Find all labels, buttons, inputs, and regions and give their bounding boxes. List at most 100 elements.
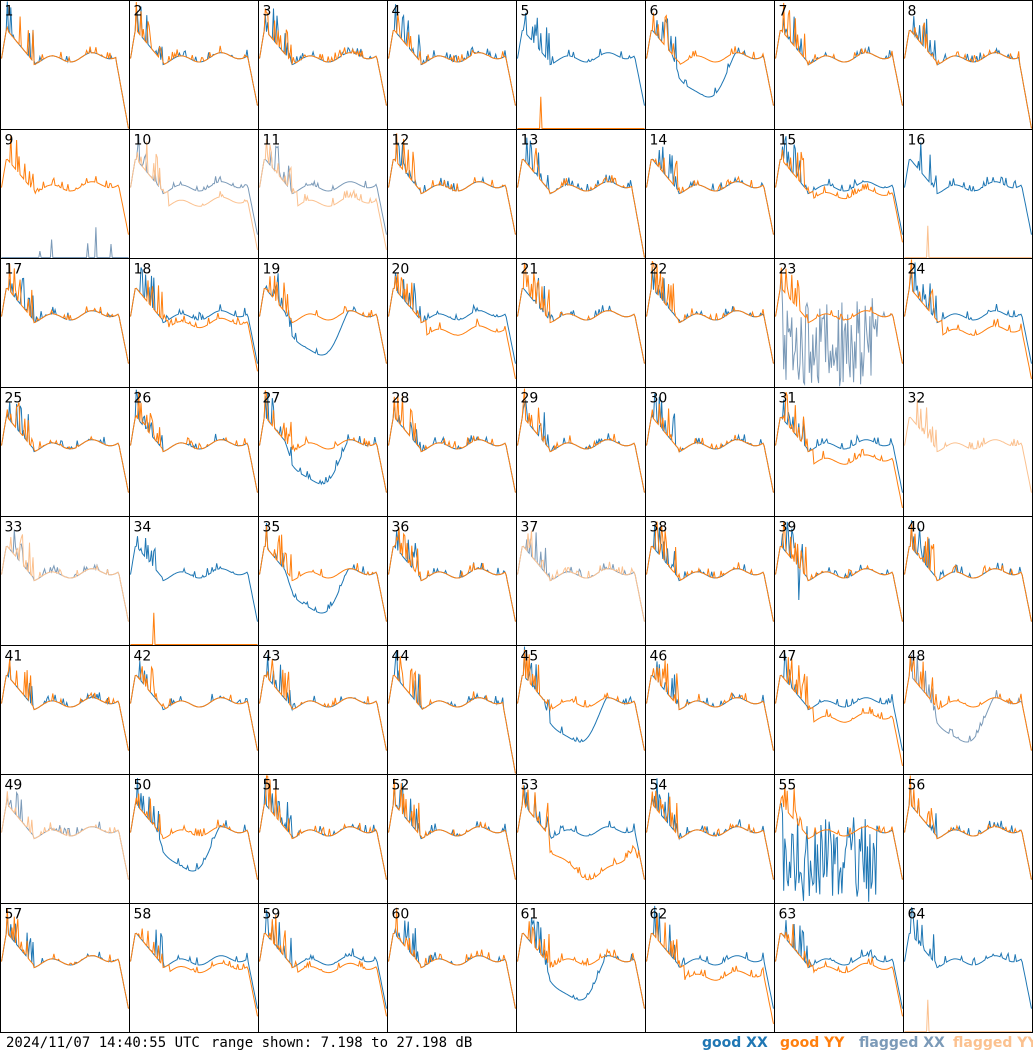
series-xx-good — [1, 277, 129, 364]
panel-number: 30 — [650, 391, 668, 407]
panel-number: 21 — [521, 262, 539, 278]
series-xx-flagged — [130, 134, 258, 235]
panel-frame — [258, 903, 388, 1033]
panel-27: 27 — [258, 387, 388, 517]
series-yy-good — [388, 395, 516, 493]
series-xx-good — [646, 18, 774, 106]
panel-frame — [258, 516, 388, 646]
legend-good-yy: good YY — [780, 1035, 845, 1051]
panel-32: 32 — [903, 387, 1033, 517]
legend-flagged-xx: flagged XX — [859, 1035, 945, 1051]
series-yy-good — [646, 660, 774, 751]
panel-frame — [903, 903, 1033, 1033]
series-yy-flagged — [904, 399, 1032, 493]
panel-17: 17 — [0, 258, 130, 388]
series-yy-good — [130, 612, 258, 645]
panel-10: 10 — [129, 129, 259, 259]
series-yy-good — [904, 523, 1032, 622]
panel-frame — [387, 258, 517, 388]
panel-number: 46 — [650, 649, 668, 665]
series-yy-good — [904, 775, 1032, 880]
panel-15: 15 — [774, 129, 904, 259]
panel-41: 41 — [0, 645, 130, 775]
panel-number: 64 — [908, 907, 926, 923]
series-yy-good — [646, 790, 774, 880]
series-yy-good — [646, 157, 774, 235]
panel-number: 10 — [134, 133, 152, 149]
series-xx-good — [388, 650, 516, 774]
panel-40: 40 — [903, 516, 1033, 646]
panel-number: 42 — [134, 649, 152, 665]
panel-frame — [387, 516, 517, 646]
panel-number: 18 — [134, 262, 152, 278]
panel-number: 2 — [134, 4, 143, 20]
panel-number: 43 — [263, 649, 281, 665]
series-xx-good — [388, 782, 516, 880]
series-yy-good — [517, 148, 645, 258]
series-yy-good — [388, 133, 516, 235]
panel-frame — [129, 645, 259, 775]
series-yy-good — [259, 526, 387, 622]
panel-frame — [645, 258, 775, 388]
series-yy-good — [388, 907, 516, 1009]
panel-number: 24 — [908, 262, 926, 278]
panel-frame — [129, 774, 259, 904]
panel-number: 22 — [650, 262, 668, 278]
panel-frame — [0, 129, 130, 259]
series-xx-good — [775, 521, 903, 622]
panel-frame — [516, 774, 646, 904]
panel-51: 51 — [258, 774, 388, 904]
series-xx-good — [130, 389, 258, 493]
panel-55: 55 — [774, 774, 904, 904]
panel-11: 11 — [258, 129, 388, 259]
panel-42: 42 — [129, 645, 259, 775]
series-yy-good — [517, 96, 645, 129]
panel-50: 50 — [129, 774, 259, 904]
panel-number: 45 — [521, 649, 539, 665]
series-xx-good — [517, 646, 645, 751]
panel-number: 27 — [263, 391, 281, 407]
panel-number: 1 — [5, 4, 14, 20]
panel-31: 31 — [774, 387, 904, 517]
panel-43: 43 — [258, 645, 388, 775]
panel-frame — [774, 645, 904, 775]
series-xx-good — [130, 536, 258, 622]
panel-13: 13 — [516, 129, 646, 259]
panel-22: 22 — [645, 258, 775, 388]
panel-33: 33 — [0, 516, 130, 646]
series-yy-good — [775, 522, 903, 622]
panel-59: 59 — [258, 903, 388, 1033]
panel-number: 40 — [908, 520, 926, 536]
panel-number: 36 — [392, 520, 410, 536]
series-xx-good — [130, 267, 258, 364]
panel-frame — [258, 0, 388, 130]
panel-frame — [0, 258, 130, 388]
panel-number: 13 — [521, 133, 539, 149]
panel-56: 56 — [903, 774, 1033, 904]
panel-5: 5 — [516, 0, 646, 130]
series-yy-good — [388, 273, 516, 380]
panel-number: 56 — [908, 778, 926, 794]
panel-number: 41 — [5, 649, 23, 665]
panel-number: 61 — [521, 907, 539, 923]
panel-34: 34 — [129, 516, 259, 646]
panel-number: 58 — [134, 907, 152, 923]
series-xx-good — [775, 920, 903, 1009]
panel-38: 38 — [645, 516, 775, 646]
series-yy-good — [904, 259, 1032, 380]
panel-frame — [387, 645, 517, 775]
panel-47: 47 — [774, 645, 904, 775]
series-yy-good — [646, 521, 774, 622]
series-yy-good — [646, 261, 774, 364]
panel-number: 19 — [263, 262, 281, 278]
series-yy-good — [259, 390, 387, 493]
series-yy-flagged — [904, 225, 1032, 258]
series-yy-flagged — [130, 141, 258, 251]
series-xx-good — [517, 137, 645, 258]
series-xx-flagged — [1, 790, 129, 880]
panel-frame — [0, 645, 130, 775]
panel-number: 50 — [134, 778, 152, 794]
series-yy-good — [388, 778, 516, 880]
panel-28: 28 — [387, 387, 517, 517]
